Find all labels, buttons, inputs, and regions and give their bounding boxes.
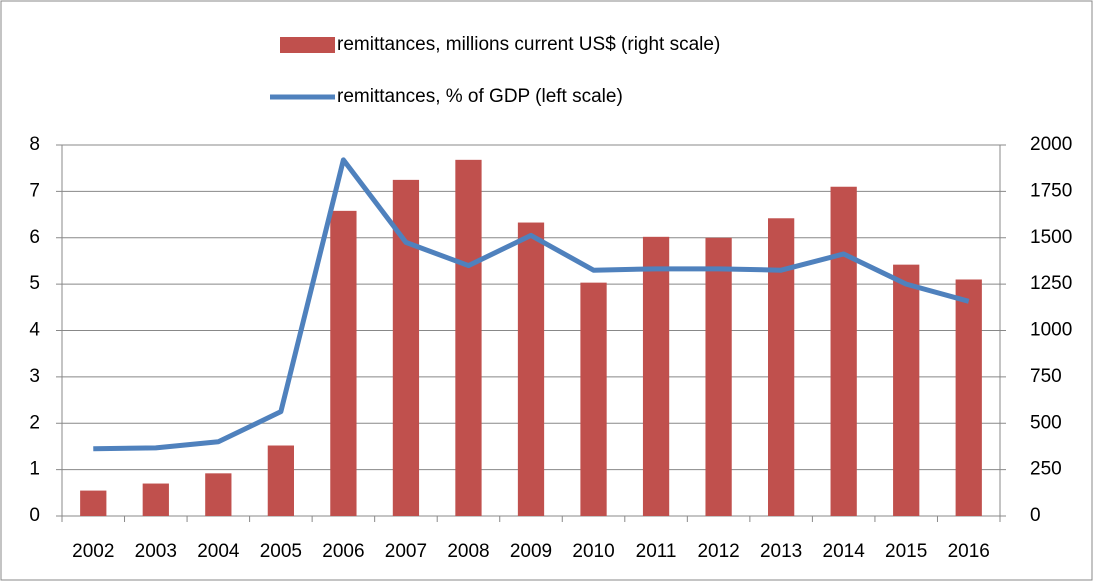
x-tick-label: 2016 [948, 541, 990, 562]
x-tick-label: 2005 [260, 541, 302, 562]
y2-tick-label: 1750 [1030, 180, 1072, 201]
bar [955, 279, 982, 516]
y2-tick-label: 1250 [1030, 273, 1072, 294]
y-tick-label: 0 [29, 505, 40, 526]
x-tick-label: 2009 [510, 541, 552, 562]
y-tick-label: 4 [29, 320, 40, 341]
line [93, 157, 970, 452]
bar [142, 483, 169, 516]
bar [267, 445, 294, 516]
y2-tick-label: 500 [1030, 412, 1062, 433]
x-tick-label: 2015 [885, 541, 927, 562]
bar [830, 186, 857, 517]
y2-tick-label: 2000 [1030, 134, 1072, 155]
y2-tick-label: 1000 [1030, 320, 1072, 341]
x-tick-label: 2013 [760, 541, 802, 562]
x-tick-label: 2006 [322, 541, 364, 562]
x-tick-label: 2011 [636, 541, 677, 562]
bar [768, 218, 795, 516]
y-tick-label: 8 [29, 134, 40, 155]
y-tick-label: 6 [29, 227, 40, 248]
y-tick-label: 1 [29, 459, 40, 480]
x-tick-label: 2012 [697, 541, 739, 562]
legend-label: remittances, millions current US$ (right… [337, 34, 720, 55]
y-tick-label: 3 [29, 366, 40, 387]
y-tick-label: 7 [29, 180, 40, 201]
y2-tick-label: 1500 [1030, 227, 1072, 248]
x-tick-label: 2004 [197, 541, 240, 562]
legend-swatch [280, 37, 335, 53]
bar [517, 222, 545, 516]
y2-tick-label: 750 [1030, 366, 1062, 387]
y-tick-label: 5 [29, 273, 40, 294]
y2-tick-label: 250 [1030, 459, 1062, 480]
bar [80, 490, 107, 516]
x-tick-label: 2007 [385, 541, 427, 562]
x-tick-label: 2010 [572, 541, 614, 562]
bar [330, 210, 357, 517]
bar [893, 264, 920, 516]
x-tick-label: 2002 [72, 541, 114, 562]
bar [392, 179, 420, 516]
bar [205, 473, 232, 516]
x-tick-label: 2014 [823, 541, 866, 562]
legend-label: remittances, % of GDP (left scale) [337, 86, 623, 107]
x-tick-label: 2008 [447, 541, 489, 562]
x-tick-label: 2003 [135, 541, 177, 562]
bar [580, 282, 607, 516]
y-tick-label: 2 [29, 412, 40, 433]
bar [642, 236, 670, 516]
bar [705, 237, 732, 516]
bar [455, 159, 482, 516]
y2-tick-label: 0 [1030, 505, 1041, 526]
